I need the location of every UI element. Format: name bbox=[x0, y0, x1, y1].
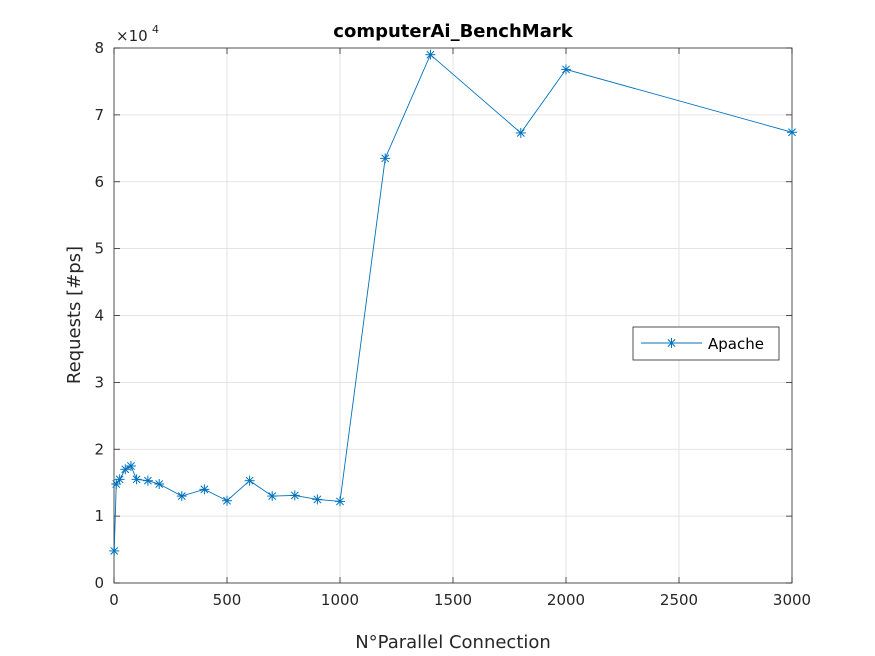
y-tick-labels: 0 1 2 3 4 5 6 7 8 bbox=[94, 39, 104, 592]
data-point bbox=[109, 545, 120, 556]
grid-lines bbox=[114, 48, 792, 583]
data-point bbox=[312, 494, 323, 505]
data-point bbox=[561, 64, 571, 75]
marker-stroke bbox=[381, 154, 390, 163]
legend: Apache bbox=[632, 326, 780, 361]
data-point bbox=[515, 127, 526, 138]
marker-stroke bbox=[126, 462, 135, 470]
y-tick-label: 4 bbox=[94, 307, 104, 325]
marker-stroke bbox=[245, 476, 254, 485]
x-tick-labels: 0 500 1000 1500 2000 2500 3000 bbox=[109, 591, 811, 609]
x-tick-label: 2500 bbox=[660, 591, 698, 609]
marker-stroke bbox=[313, 495, 322, 504]
marker-stroke bbox=[110, 546, 119, 555]
data-point bbox=[267, 491, 278, 502]
marker-stroke bbox=[112, 480, 121, 488]
x-tick-label: 500 bbox=[213, 591, 242, 609]
legend-label: Apache bbox=[708, 335, 764, 353]
data-point bbox=[787, 127, 797, 138]
marker-stroke bbox=[516, 128, 525, 137]
y-tick-label: 5 bbox=[94, 240, 104, 258]
marker-stroke bbox=[121, 465, 130, 474]
data-point bbox=[114, 474, 125, 485]
data-point bbox=[380, 153, 391, 164]
data-point bbox=[199, 484, 210, 495]
marker-stroke bbox=[268, 492, 277, 501]
marker-stroke bbox=[562, 65, 570, 74]
y-tick-label: 2 bbox=[94, 440, 104, 458]
data-point bbox=[244, 475, 255, 486]
data-point bbox=[176, 491, 187, 502]
y-tick-label: 8 bbox=[94, 39, 104, 57]
data-point bbox=[289, 490, 300, 501]
marker-stroke bbox=[143, 476, 152, 485]
y-exponent-power: 4 bbox=[152, 23, 159, 36]
chart-title: computerAi_BenchMark bbox=[333, 21, 573, 42]
marker-stroke bbox=[177, 492, 186, 501]
marker-stroke bbox=[115, 475, 124, 484]
marker-stroke bbox=[223, 496, 231, 505]
x-tick-label: 2000 bbox=[547, 591, 585, 609]
y-tick-label: 3 bbox=[94, 373, 104, 391]
data-point bbox=[425, 49, 436, 60]
y-axis-label: Requests [#ps] bbox=[64, 246, 85, 384]
x-tick-label: 0 bbox=[109, 591, 119, 609]
y-tick-label: 0 bbox=[94, 574, 104, 592]
marker-stroke bbox=[336, 497, 344, 506]
legend-marker bbox=[666, 338, 677, 348]
data-point bbox=[142, 475, 153, 486]
y-tick-label: 6 bbox=[94, 173, 104, 191]
y-tick-label: 1 bbox=[94, 507, 104, 525]
x-tick-label: 1500 bbox=[434, 591, 472, 609]
marker-stroke bbox=[132, 475, 141, 484]
legend-marker-symbol bbox=[666, 338, 677, 348]
y-tick-label: 7 bbox=[94, 106, 104, 124]
axis-ticks bbox=[113, 47, 793, 584]
marker-stroke bbox=[155, 480, 164, 488]
marker-stroke bbox=[788, 128, 796, 137]
marker-stroke bbox=[290, 491, 299, 500]
marker-stroke bbox=[667, 339, 676, 347]
x-tick-label: 3000 bbox=[773, 591, 811, 609]
data-point bbox=[125, 460, 136, 471]
data-point bbox=[131, 474, 142, 485]
data-point bbox=[222, 495, 232, 506]
series-layer bbox=[109, 49, 797, 556]
x-tick-label: 1000 bbox=[321, 591, 359, 609]
marker-stroke bbox=[426, 50, 435, 59]
marker-stroke bbox=[200, 485, 209, 494]
data-point bbox=[120, 464, 131, 475]
data-point bbox=[335, 496, 345, 507]
y-exponent-base: ×10 bbox=[116, 27, 148, 45]
data-point bbox=[154, 479, 165, 490]
x-axis-label: N°Parallel Connection bbox=[355, 632, 551, 653]
